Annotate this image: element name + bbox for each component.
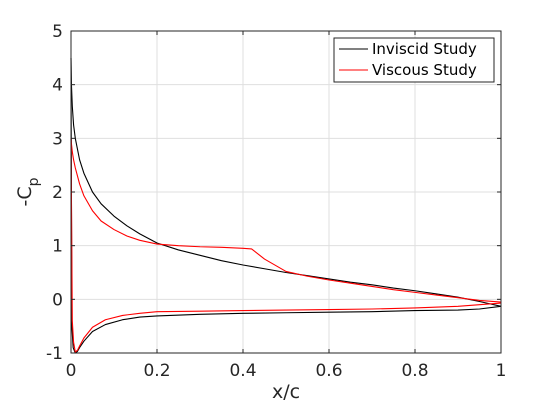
y-tick-label: 0 [52, 290, 63, 310]
y-axis-label-subscript: p [26, 177, 42, 186]
x-tick-label: 0.8 [401, 361, 428, 381]
series-line-viscous-lower [70, 138, 502, 353]
legend-label-inviscid: Inviscid Study [372, 40, 477, 58]
x-tick-label: 1 [496, 361, 507, 381]
x-axis-label: x/c [272, 381, 300, 403]
x-tick-label: 0.6 [315, 361, 342, 381]
y-axis-label-main: -C [14, 186, 36, 206]
x-tick-label: 0.2 [143, 361, 170, 381]
y-tick-label: 4 [52, 76, 63, 96]
x-tick-label: 0.4 [229, 361, 256, 381]
y-tick-label: -1 [46, 344, 63, 364]
series-line-inviscid-lower [70, 57, 502, 354]
y-tick-label: 2 [52, 183, 63, 203]
legend-label-viscous: Viscous Study [372, 61, 477, 79]
series-layer [70, 57, 502, 354]
tick-marks [70, 30, 502, 354]
y-tick-label: 5 [52, 22, 63, 42]
series-line-viscous-upper [70, 138, 502, 303]
legend-box [333, 37, 495, 83]
y-tick-label: 3 [52, 129, 63, 149]
y-axis-label: -Cp [14, 177, 42, 206]
y-tick-label: 1 [52, 237, 63, 257]
legend: Inviscid Study Viscous Study [333, 37, 495, 83]
series-line-inviscid-upper [70, 57, 502, 307]
x-tick-label: 0 [66, 361, 77, 381]
